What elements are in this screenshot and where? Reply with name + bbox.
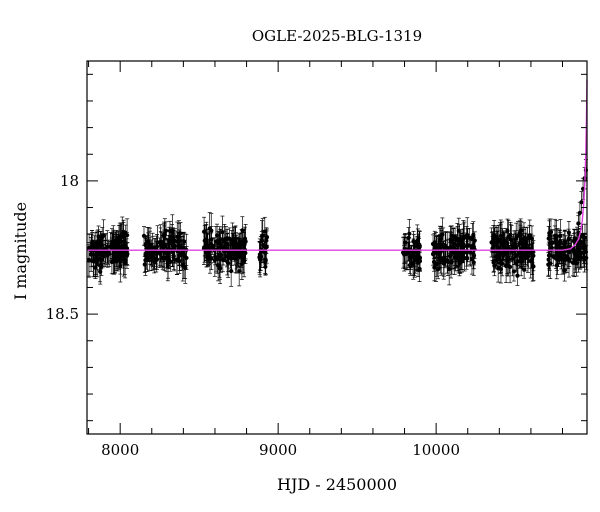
- data-point: [225, 248, 230, 276]
- data-point: [257, 238, 262, 271]
- x-tick-label: 9000: [259, 441, 297, 459]
- data-point: [453, 243, 458, 272]
- data-point: [504, 249, 509, 283]
- data-point: [100, 244, 105, 266]
- axis-ticks: 8000 9000 10000 18 18.5: [46, 61, 587, 459]
- data-point: [152, 251, 157, 274]
- y-tick-label: 18: [60, 172, 79, 190]
- data-points-layer: [86, 159, 589, 287]
- data-point: [451, 227, 456, 260]
- data-point: [527, 224, 532, 252]
- data-point: [123, 241, 128, 266]
- data-point: [167, 229, 172, 258]
- data-point: [496, 254, 501, 283]
- data-point: [448, 246, 454, 279]
- data-point: [403, 233, 408, 253]
- data-point: [548, 248, 553, 279]
- x-tick-label: 10000: [412, 441, 460, 459]
- data-point: [514, 253, 519, 273]
- chart-title: OGLE-2025-BLG-1319: [252, 27, 422, 45]
- data-point: [218, 229, 223, 258]
- data-point: [243, 224, 248, 260]
- data-point: [123, 224, 128, 244]
- data-point: [217, 254, 222, 278]
- data-point: [569, 239, 574, 260]
- y-tick-label: 18.5: [46, 305, 79, 323]
- data-point: [530, 241, 535, 269]
- data-point: [526, 244, 531, 269]
- data-point: [149, 242, 154, 267]
- data-point: [221, 230, 226, 266]
- data-point: [232, 244, 237, 266]
- data-point: [581, 233, 586, 257]
- model-curve-line: [87, 79, 588, 251]
- data-point: [554, 219, 559, 253]
- data-point: [154, 234, 160, 260]
- data-point: [522, 260, 527, 279]
- data-point: [469, 243, 475, 275]
- data-point: [263, 232, 268, 262]
- data-point: [415, 228, 420, 252]
- data-point: [111, 244, 116, 275]
- data-point: [260, 218, 265, 254]
- data-point: [499, 221, 505, 253]
- data-point: [510, 236, 515, 256]
- data-point: [227, 227, 232, 250]
- data-point: [162, 237, 167, 256]
- data-point: [115, 243, 120, 269]
- data-point: [566, 243, 572, 278]
- data-point: [471, 245, 477, 266]
- data-point: [218, 237, 224, 273]
- data-point: [157, 237, 162, 268]
- data-point: [233, 243, 238, 274]
- data-point: [557, 230, 562, 265]
- x-tick-label: 8000: [101, 441, 139, 459]
- data-point: [434, 235, 439, 258]
- plot-frame: [86, 60, 588, 435]
- x-axis-label: HJD - 2450000: [277, 475, 397, 494]
- data-point: [229, 255, 234, 287]
- data-point: [213, 248, 218, 266]
- data-point: [121, 222, 126, 242]
- data-point: [209, 231, 214, 257]
- data-point: [201, 231, 207, 265]
- data-point: [564, 240, 570, 273]
- data-point: [103, 233, 109, 264]
- data-point: [515, 265, 520, 286]
- data-point: [411, 245, 416, 280]
- data-point: [489, 227, 494, 258]
- data-point: [471, 221, 476, 249]
- data-point: [264, 228, 270, 246]
- data-point: [491, 250, 497, 272]
- y-axis-label: I magnitude: [11, 202, 30, 300]
- data-point: [176, 236, 182, 258]
- data-point: [494, 231, 500, 249]
- data-point: [209, 226, 214, 253]
- data-point: [431, 242, 436, 266]
- data-point: [121, 241, 126, 277]
- data-point: [107, 240, 112, 267]
- data-point: [240, 216, 245, 245]
- data-point: [445, 247, 451, 277]
- data-point: [467, 228, 472, 248]
